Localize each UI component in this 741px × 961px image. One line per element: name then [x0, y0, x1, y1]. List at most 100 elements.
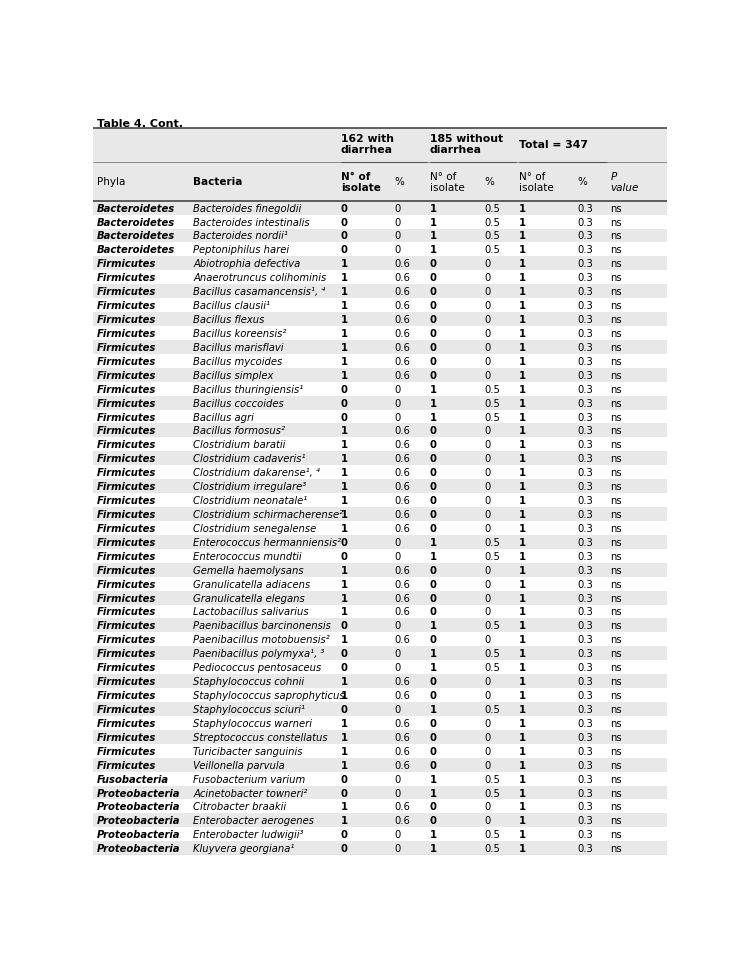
- Text: 0: 0: [341, 844, 348, 853]
- Text: Staphylococcus saprophyticus: Staphylococcus saprophyticus: [193, 690, 345, 701]
- Text: ns: ns: [611, 746, 622, 756]
- Text: 1: 1: [519, 468, 526, 478]
- Bar: [93, 827, 667, 842]
- Text: 0.3: 0.3: [577, 593, 593, 603]
- Text: 0.3: 0.3: [577, 816, 593, 825]
- Text: Bacteria: Bacteria: [193, 177, 243, 187]
- Text: 1: 1: [341, 732, 348, 742]
- Text: 0: 0: [395, 829, 401, 839]
- Text: 0: 0: [341, 662, 348, 673]
- Text: Firmicutes: Firmicutes: [97, 760, 156, 770]
- Text: 0.6: 0.6: [395, 606, 411, 617]
- Text: 0: 0: [341, 649, 348, 658]
- Text: 1: 1: [519, 384, 526, 394]
- Text: 1: 1: [341, 481, 348, 492]
- Text: 1: 1: [430, 649, 437, 658]
- Bar: [93, 577, 667, 591]
- Bar: [93, 340, 667, 355]
- Text: 0.3: 0.3: [577, 217, 593, 228]
- Text: 0.3: 0.3: [577, 440, 593, 450]
- Text: 0: 0: [430, 481, 436, 492]
- Bar: [93, 507, 667, 522]
- Text: Bacillus formosus²: Bacillus formosus²: [193, 426, 285, 436]
- Text: 1: 1: [430, 245, 437, 256]
- Text: Firmicutes: Firmicutes: [97, 426, 156, 436]
- Text: 0.5: 0.5: [484, 844, 500, 853]
- Text: 0: 0: [484, 496, 491, 505]
- Text: 0.3: 0.3: [577, 718, 593, 728]
- Text: 0: 0: [430, 524, 436, 533]
- Text: 0.3: 0.3: [577, 301, 593, 310]
- Text: 1: 1: [430, 232, 437, 241]
- Text: 0.6: 0.6: [395, 440, 411, 450]
- Text: Bacillus mycoides: Bacillus mycoides: [193, 357, 282, 366]
- Bar: [93, 688, 667, 702]
- Text: 0.3: 0.3: [577, 204, 593, 213]
- Text: Bacillus casamancensis¹, ⁴: Bacillus casamancensis¹, ⁴: [193, 287, 325, 297]
- Text: 0.5: 0.5: [484, 204, 500, 213]
- Text: 1: 1: [430, 774, 437, 784]
- Text: 0.3: 0.3: [577, 524, 593, 533]
- Bar: [93, 800, 667, 814]
- Text: ns: ns: [611, 481, 622, 492]
- Text: 1: 1: [341, 496, 348, 505]
- Text: 0: 0: [430, 357, 436, 366]
- Text: 0: 0: [430, 565, 436, 575]
- Text: Bacteroides intestinalis: Bacteroides intestinalis: [193, 217, 310, 228]
- Text: 0: 0: [430, 370, 436, 381]
- Text: 1: 1: [430, 204, 437, 213]
- Text: 1: 1: [519, 760, 526, 770]
- Text: 0: 0: [430, 579, 436, 589]
- Text: Firmicutes: Firmicutes: [97, 593, 156, 603]
- Text: ns: ns: [611, 287, 622, 297]
- Text: Paenibacillus barcinonensis: Paenibacillus barcinonensis: [193, 621, 331, 630]
- Text: ns: ns: [611, 509, 622, 520]
- Text: Peptoniphilus harei: Peptoniphilus harei: [193, 245, 290, 256]
- Text: 0: 0: [430, 593, 436, 603]
- Text: 1: 1: [430, 662, 437, 673]
- Text: 1: 1: [341, 718, 348, 728]
- Text: ns: ns: [611, 634, 622, 645]
- Bar: [93, 675, 667, 688]
- Text: 0.5: 0.5: [484, 384, 500, 394]
- Text: Pediococcus pentosaceus: Pediococcus pentosaceus: [193, 662, 322, 673]
- Text: Acinetobacter towneri²: Acinetobacter towneri²: [193, 788, 308, 798]
- Text: 1: 1: [519, 606, 526, 617]
- Text: 0: 0: [430, 690, 436, 701]
- Text: 0: 0: [430, 718, 436, 728]
- Text: 0: 0: [395, 398, 401, 408]
- Text: ns: ns: [611, 649, 622, 658]
- Text: 0.3: 0.3: [577, 677, 593, 686]
- Bar: [93, 410, 667, 424]
- Text: 1: 1: [341, 801, 348, 812]
- Text: 0: 0: [484, 259, 491, 269]
- Text: 1: 1: [519, 524, 526, 533]
- Text: 0.3: 0.3: [577, 829, 593, 839]
- Text: 0.5: 0.5: [484, 704, 500, 714]
- Text: 0: 0: [395, 788, 401, 798]
- Text: 0.6: 0.6: [395, 301, 411, 310]
- Text: ns: ns: [611, 468, 622, 478]
- Text: 1: 1: [341, 760, 348, 770]
- Text: ns: ns: [611, 357, 622, 366]
- Text: Proteobacteria: Proteobacteria: [97, 816, 181, 825]
- Text: 0.3: 0.3: [577, 662, 593, 673]
- Text: 0: 0: [430, 816, 436, 825]
- Text: 1: 1: [430, 788, 437, 798]
- Text: 0: 0: [341, 398, 348, 408]
- Text: 0: 0: [430, 634, 436, 645]
- Text: ns: ns: [611, 370, 622, 381]
- Text: Bacillus koreensis²: Bacillus koreensis²: [193, 329, 287, 338]
- Text: Firmicutes: Firmicutes: [97, 259, 156, 269]
- Text: 0: 0: [395, 245, 401, 256]
- Text: ns: ns: [611, 565, 622, 575]
- Bar: [93, 129, 667, 163]
- Text: 1: 1: [341, 746, 348, 756]
- Bar: [93, 299, 667, 312]
- Text: N° of
isolate: N° of isolate: [341, 171, 380, 193]
- Text: 0: 0: [484, 301, 491, 310]
- Bar: [93, 758, 667, 772]
- Text: Anaerotruncus colihominis: Anaerotruncus colihominis: [193, 273, 327, 283]
- Text: 1: 1: [519, 621, 526, 630]
- Bar: [93, 522, 667, 535]
